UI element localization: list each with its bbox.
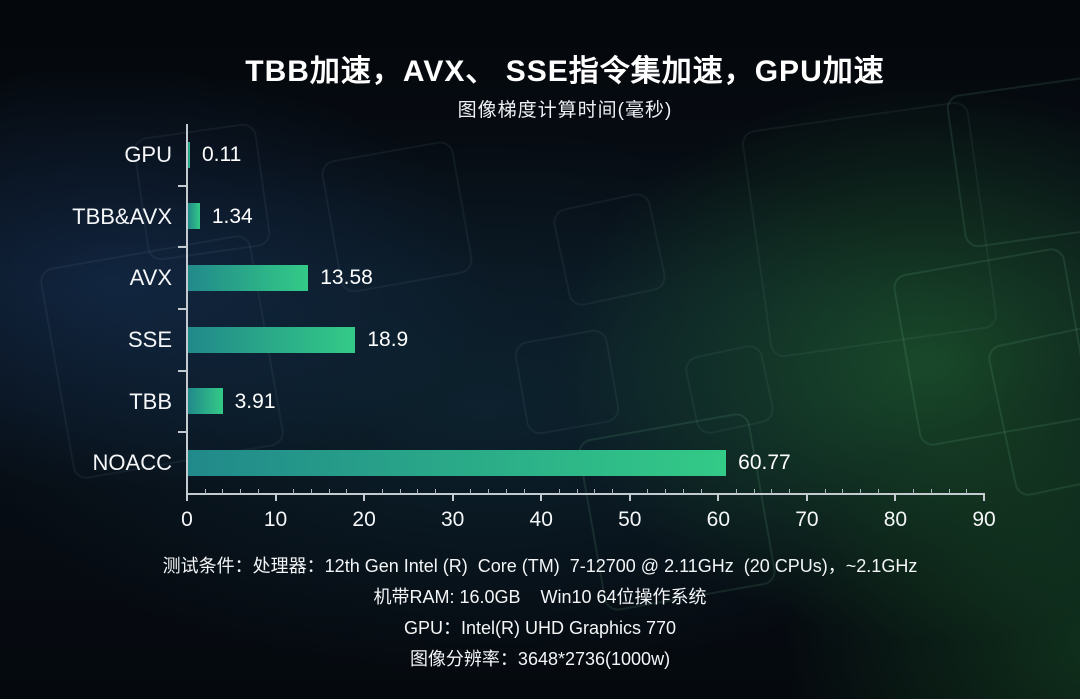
x-tick-minor xyxy=(736,489,738,494)
x-tick-minor xyxy=(293,489,295,494)
x-tick-minor xyxy=(222,489,224,494)
x-tick-major xyxy=(186,494,188,501)
category-label: TBB xyxy=(129,388,172,414)
bar-row: SSE 18.9 xyxy=(128,309,984,371)
footer-line-3: GPU：Intel(R) UHD Graphics 770 xyxy=(403,618,677,638)
value-label: 60.77 xyxy=(738,451,791,475)
x-tick-minor xyxy=(948,489,950,494)
bar xyxy=(188,388,223,415)
category-label: TBB&AVX xyxy=(72,203,172,229)
bar xyxy=(188,265,309,292)
x-tick-label: 80 xyxy=(883,508,908,531)
y-tick xyxy=(178,246,187,249)
x-tick-minor xyxy=(576,489,578,494)
bar xyxy=(188,450,727,477)
x-tick-minor xyxy=(647,489,649,494)
x-tick-major xyxy=(274,494,277,501)
x-tick-minor xyxy=(505,489,507,494)
bar xyxy=(188,141,190,168)
x-tick-major xyxy=(983,494,985,501)
bar-row: TBB 3.91 xyxy=(129,371,984,433)
x-tick-minor xyxy=(470,489,472,494)
category-label: SSE xyxy=(127,327,172,352)
footer-line-1: 测试条件：处理器：12th Gen Intel (R) Core (TM) 7-… xyxy=(162,556,918,576)
x-tick-minor xyxy=(789,489,791,494)
plot-area: GPU 0.11 TBB&AVX 1.34 AVX 13.58 SSE 18.9 TBB 3.91… xyxy=(72,124,996,531)
x-tick-minor xyxy=(682,489,684,494)
y-tick xyxy=(178,184,187,187)
footer-line-4: 图像分辨率：3648*2736(1000w) xyxy=(409,649,671,669)
value-label: 18.9 xyxy=(367,328,409,351)
bar-row: AVX 13.58 xyxy=(130,247,984,309)
x-tick-major xyxy=(628,494,631,501)
x-tick-major xyxy=(805,494,808,501)
x-tick-minor xyxy=(877,489,879,494)
bar-row: GPU 0.11 xyxy=(124,124,984,186)
x-tick-minor xyxy=(328,489,330,494)
x-tick-minor xyxy=(842,489,844,494)
x-tick-major xyxy=(540,494,543,501)
x-tick-minor xyxy=(488,489,490,494)
category-label: GPU xyxy=(124,142,172,167)
x-tick-minor xyxy=(523,489,525,494)
x-tick-minor xyxy=(346,489,348,494)
x-tick-minor xyxy=(700,489,702,494)
category-label: AVX xyxy=(129,265,172,291)
bar xyxy=(188,326,356,353)
x-tick-label: 30 xyxy=(440,508,465,531)
x-tick-label: 20 xyxy=(352,508,376,531)
x-tick-minor xyxy=(381,489,383,494)
x-tick-minor xyxy=(558,489,560,494)
x-tick-minor xyxy=(594,489,596,494)
x-tick-label: 0 xyxy=(181,508,193,531)
x-tick-minor xyxy=(860,489,862,494)
x-tick-minor xyxy=(310,489,312,494)
y-tick xyxy=(178,369,187,372)
x-tick-minor xyxy=(966,489,968,494)
x-tick-label: 60 xyxy=(706,508,731,531)
x-tick-minor xyxy=(824,489,826,494)
x-tick-minor xyxy=(257,489,259,494)
x-tick-minor xyxy=(434,489,436,494)
x-tick-minor xyxy=(771,489,773,494)
chart-subtitle: 图像梯度计算时间(毫秒) xyxy=(457,100,673,121)
x-tick-minor xyxy=(665,489,667,494)
x-tick-minor xyxy=(204,489,206,494)
bar xyxy=(188,203,200,230)
x-tick-label: 70 xyxy=(795,508,819,531)
y-tick xyxy=(178,431,187,434)
value-label: 0.11 xyxy=(202,143,242,166)
value-label: 1.34 xyxy=(211,204,253,228)
x-axis-line xyxy=(186,493,985,495)
value-label: 3.91 xyxy=(234,389,276,413)
x-tick-major xyxy=(363,494,366,501)
x-tick-label: 90 xyxy=(972,508,996,531)
y-tick xyxy=(178,308,187,310)
x-tick-minor xyxy=(612,489,614,494)
x-tick-major xyxy=(717,494,720,501)
x-tick-major xyxy=(451,494,454,501)
bar-row: NOACC 60.77 xyxy=(93,432,984,494)
x-tick-minor xyxy=(240,489,242,494)
footer-line-2: 机带RAM: 16.0GB Win10 64位操作系统 xyxy=(373,587,707,607)
y-axis-line xyxy=(186,124,188,494)
decor-square xyxy=(985,315,1080,499)
bar-row: TBB&AVX 1.34 xyxy=(72,186,984,248)
x-tick-minor xyxy=(417,489,419,494)
x-tick-minor xyxy=(753,489,755,494)
x-tick-minor xyxy=(399,489,401,494)
x-tick-label: 10 xyxy=(263,508,288,531)
footer: 测试条件：处理器：12th Gen Intel (R) Core (TM) 7-… xyxy=(0,551,1080,675)
value-label: 13.58 xyxy=(320,266,373,290)
x-tick-label: 40 xyxy=(529,508,553,531)
category-label: NOACC xyxy=(92,450,172,476)
chart-title: TBB加速，AVX、 SSE指令集加速，GPU加速 xyxy=(245,55,885,88)
x-tick-label: 50 xyxy=(618,508,642,531)
x-tick-minor xyxy=(913,489,915,494)
x-tick-major xyxy=(894,494,897,501)
x-tick-minor xyxy=(930,489,932,494)
